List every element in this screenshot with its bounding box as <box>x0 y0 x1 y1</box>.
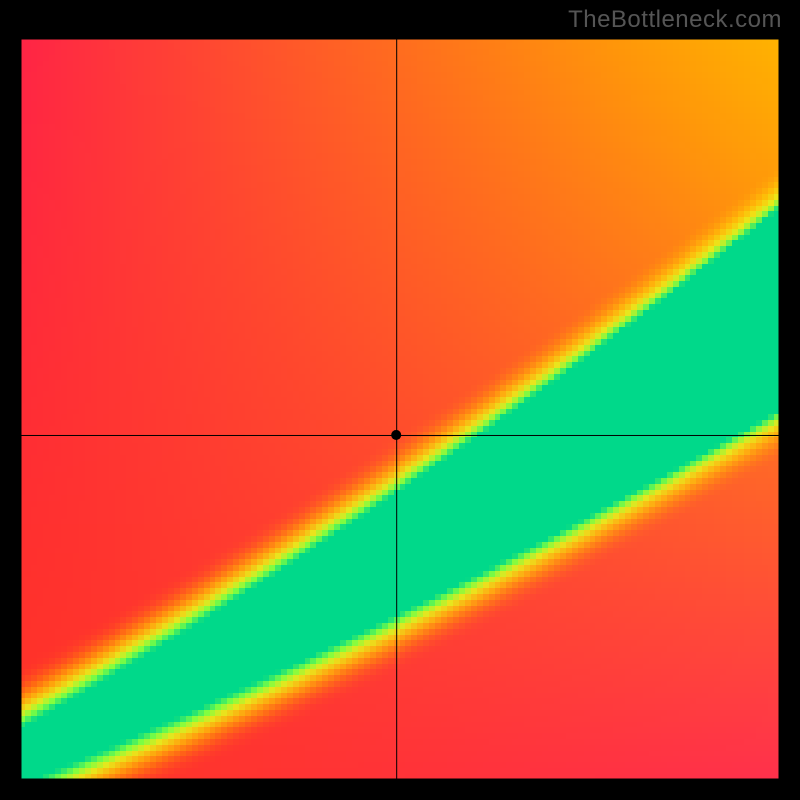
watermark-text: TheBottleneck.com <box>568 6 782 34</box>
chart-container: TheBottleneck.com <box>0 0 800 800</box>
heatmap-plot <box>20 38 780 780</box>
heatmap-canvas <box>20 38 780 780</box>
